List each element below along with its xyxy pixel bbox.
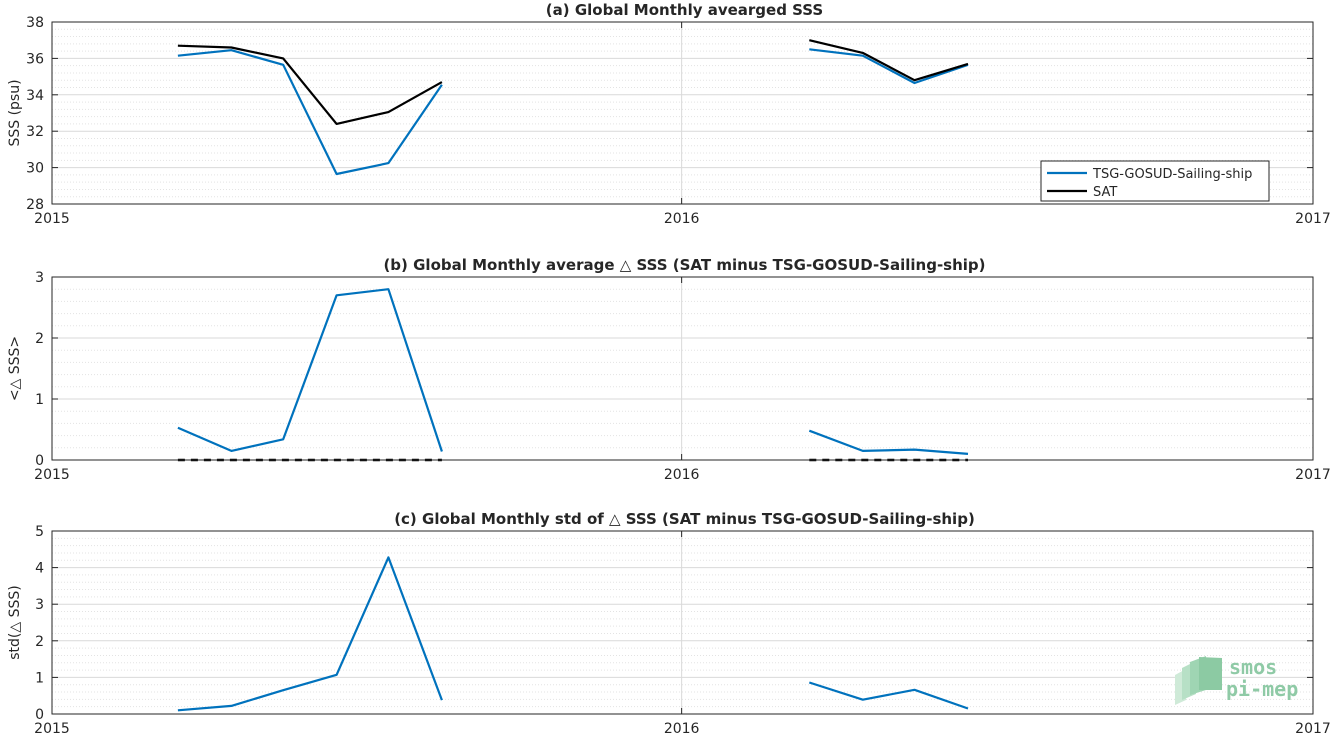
y-tick-label: 1: [35, 670, 44, 686]
x-tick-label: 2017: [1295, 721, 1331, 736]
x-tick-label: 2015: [34, 467, 70, 483]
smos-pimep-logo: smos pi-mep: [1175, 655, 1298, 705]
x-tick-label: 2016: [664, 721, 700, 736]
series-line-1-segment-1: [177, 556, 443, 712]
axes-box: [51, 530, 1314, 715]
y-tick-label: 0: [35, 707, 44, 723]
y-axis-label: <△ SSS>: [7, 336, 23, 401]
y-tick-label: 5: [35, 524, 44, 540]
y-axis-label: SSS (psu): [7, 79, 23, 146]
y-tick-label: 28: [26, 197, 44, 213]
y-tick-label: 32: [26, 124, 44, 140]
y-tick-label: 0: [35, 453, 44, 469]
y-tick-label: 1: [35, 392, 44, 408]
x-tick-label: 2016: [664, 211, 700, 227]
y-axis-label: std(△ SSS): [7, 585, 23, 659]
x-tick-label: 2016: [664, 467, 700, 483]
y-tick-label: 36: [26, 51, 44, 67]
series-line-1-segment-1: [177, 288, 443, 452]
chart-title: (c) Global Monthly std of △ SSS (SAT min…: [394, 510, 975, 528]
panel-3: 0 1 2 3 4 5 2015 2016 2017 (c) Global Monthly std…: [7, 510, 1331, 737]
series-line-1-segment-2: [808, 429, 969, 455]
logo-text-line2: pi-mep: [1226, 677, 1298, 701]
series-line-1-segment-1: [177, 49, 443, 176]
x-tick-label: 2015: [34, 721, 70, 736]
legend-entry: SAT: [1093, 185, 1117, 200]
legend: TSG-GOSUD-Sailing-ship SAT: [1040, 160, 1270, 202]
axes-box: [51, 276, 1314, 461]
series-line-1-segment-2: [808, 681, 969, 710]
series-line-2-segment-1: [177, 44, 443, 126]
y-tick-label: 34: [26, 88, 44, 104]
logo-text-line1: smos: [1229, 655, 1277, 679]
y-tick-label: 3: [35, 597, 44, 613]
x-tick-label: 2017: [1295, 467, 1331, 483]
series-line-2-segment-2: [809, 39, 969, 82]
y-tick-label: 3: [35, 270, 44, 286]
y-tick-label: 2: [35, 634, 44, 650]
x-tick-label: 2015: [34, 211, 70, 227]
y-tick-label: 2: [35, 331, 44, 347]
panel-2: 0 1 2 3 2015 2016 2017 (b) Global Monthly avera…: [7, 256, 1331, 483]
y-tick-label: 4: [35, 561, 44, 577]
panel-1: 28 30 32 34 36 38 2015 2016 2017 (a) Global Month…: [7, 1, 1331, 227]
y-tick-label: 38: [26, 15, 44, 31]
chart-title: (b) Global Monthly average △ SSS (SAT mi…: [383, 256, 985, 274]
logo-icon: [1175, 656, 1222, 705]
axes-box: [51, 21, 1314, 205]
legend-box: [1040, 160, 1270, 202]
x-tick-label: 2017: [1295, 211, 1331, 227]
chart-title: (a) Global Monthly avearged SSS: [546, 1, 823, 19]
legend-entry: TSG-GOSUD-Sailing-ship: [1092, 167, 1252, 182]
y-tick-label: 30: [26, 161, 44, 177]
series-line-1-segment-2: [809, 48, 969, 85]
